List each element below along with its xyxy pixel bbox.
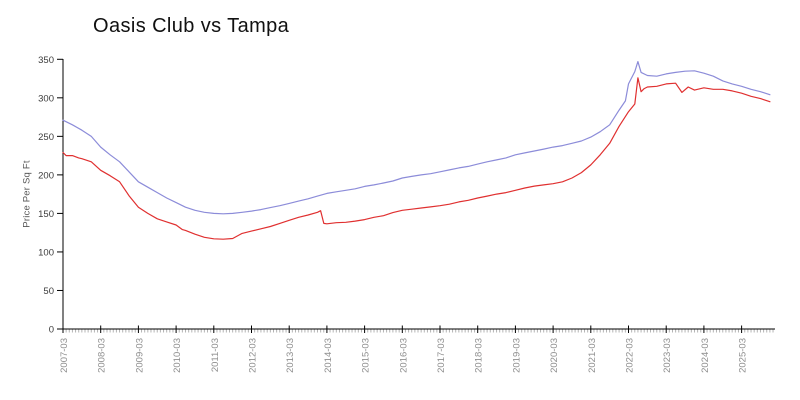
x-tick-label: 2015-03 [361, 338, 372, 373]
x-tick-label: 2019-03 [511, 338, 522, 373]
x-tick-label: 2022-03 [625, 338, 636, 373]
chart-title: Oasis Club vs Tampa [93, 15, 290, 37]
y-axis-ticks: 0 50 100 150 200 250 300 350 [38, 55, 63, 336]
y-tick-label: 200 [38, 170, 54, 181]
y-tick-label: 250 [38, 132, 54, 143]
x-tick-label: 2016-03 [398, 338, 409, 373]
x-tick-label: 2008-03 [97, 338, 108, 373]
y-tick-label: 150 [38, 209, 54, 220]
x-tick-label: 2012-03 [248, 338, 259, 373]
axes [62, 59, 775, 330]
x-tick-label: 2017-03 [436, 338, 447, 373]
series-red-line [62, 77, 771, 240]
x-tick-label: 2025-03 [738, 338, 749, 373]
y-tick-label: 350 [38, 55, 54, 66]
y-tick-label: 0 [49, 325, 54, 336]
x-tick-label: 2013-03 [285, 338, 296, 373]
x-tick-label: 2023-03 [662, 338, 673, 373]
y-tick-label: 100 [38, 247, 54, 258]
x-tick-label: 2018-03 [474, 338, 485, 373]
x-tick-label: 2010-03 [172, 338, 183, 373]
series-blue-line [62, 60, 771, 215]
x-axis-minor-ticks [65, 329, 774, 333]
y-tick-label: 50 [43, 286, 54, 297]
x-tick-label: 2021-03 [587, 338, 598, 373]
y-tick-label: 300 [38, 93, 54, 104]
x-tick-label: 2009-03 [134, 338, 145, 373]
x-tick-label: 2014-03 [323, 338, 334, 373]
x-axis-ticks: 2007-03 2008-03 2009-03 2010-03 2011-03 2012-… [59, 325, 749, 373]
x-tick-label: 2011-03 [210, 338, 221, 372]
x-tick-label: 2007-03 [59, 338, 70, 373]
x-tick-label: 2020-03 [549, 338, 560, 373]
x-tick-label: 2024-03 [700, 338, 711, 373]
